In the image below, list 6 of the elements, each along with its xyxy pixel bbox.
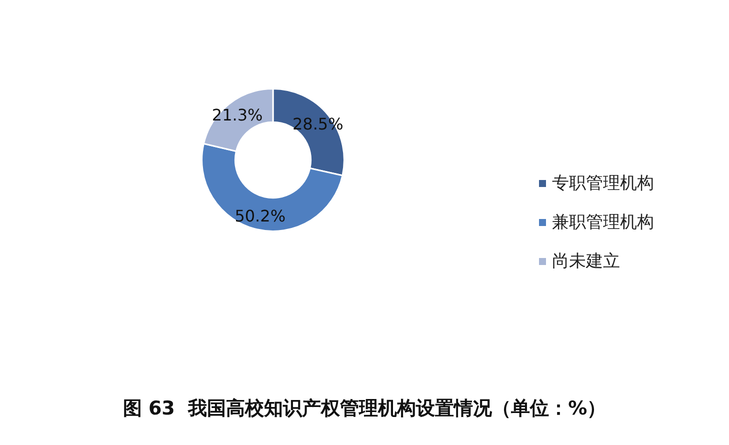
data-label: 21.3% bbox=[212, 105, 263, 124]
legend-label: 专职管理机构 bbox=[552, 174, 654, 194]
data-label: 50.2% bbox=[234, 206, 286, 226]
legend-label: 兼职管理机构 bbox=[552, 212, 654, 232]
legend-label: 尚未建立 bbox=[552, 252, 620, 272]
text: 图 63 我国高校知识产权管理机构设置情况（单位：%） bbox=[122, 398, 606, 420]
